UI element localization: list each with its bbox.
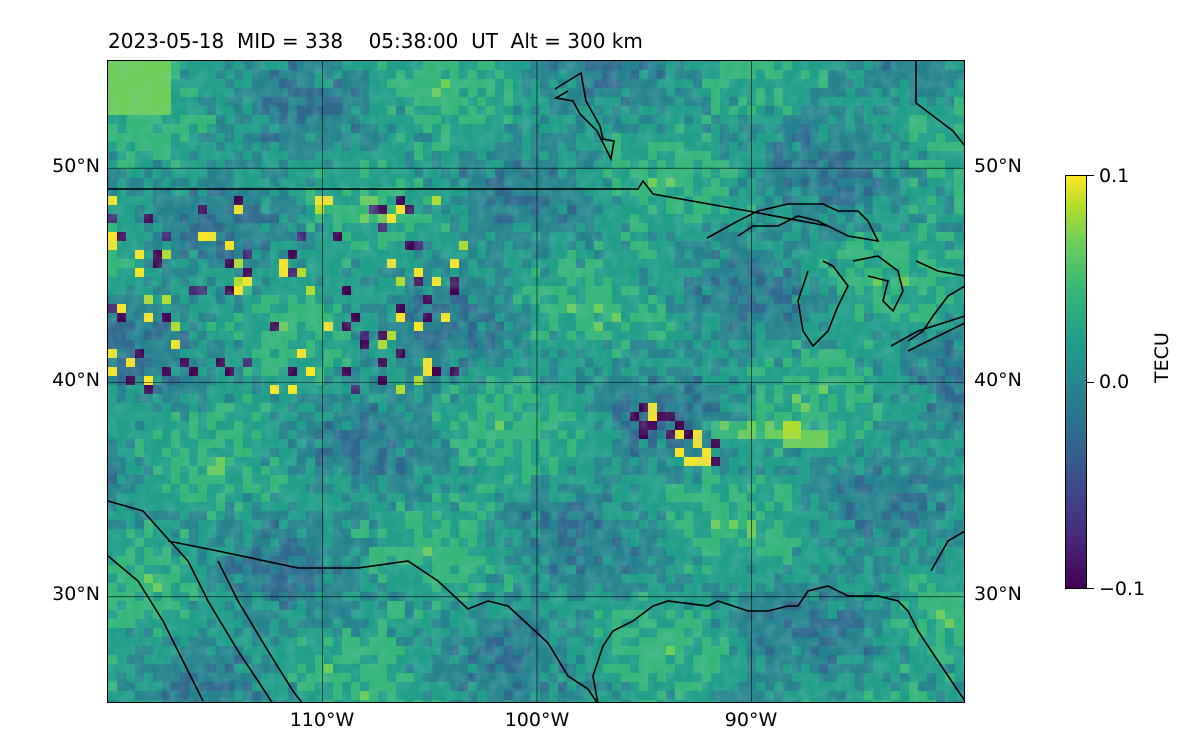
tec-map: [107, 60, 965, 703]
tec-map-canvas: [108, 61, 964, 702]
map-title: 2023-05-18 MID = 338 05:38:00 UT Alt = 3…: [108, 29, 643, 53]
